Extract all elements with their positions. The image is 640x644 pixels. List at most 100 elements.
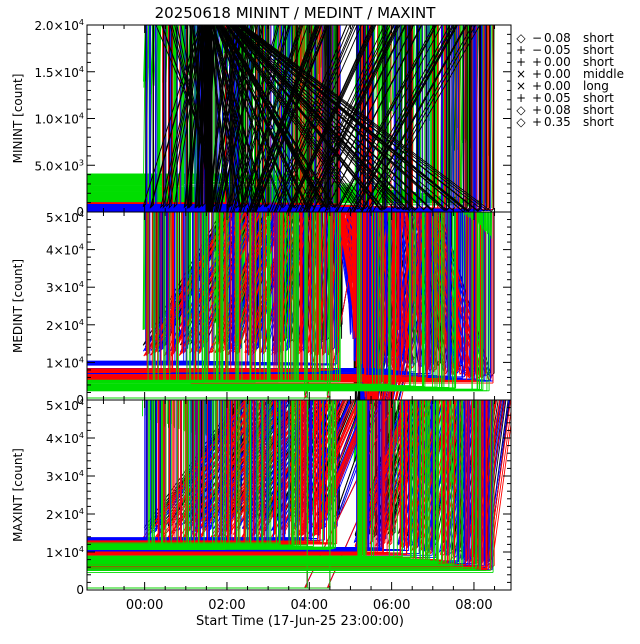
data-point	[178, 212, 252, 356]
data-point	[87, 400, 361, 558]
x-tick-label: 02:00	[208, 598, 245, 613]
data-point	[469, 400, 497, 561]
data-point	[243, 212, 343, 344]
data-point	[155, 400, 254, 538]
data-point	[226, 212, 351, 351]
data-point	[87, 400, 321, 542]
data-point	[302, 400, 363, 536]
data-point	[259, 212, 354, 355]
data-point	[183, 400, 265, 524]
data-point	[87, 212, 412, 387]
data-point	[375, 400, 420, 541]
legend-entry: ◇ +0.35 short	[516, 115, 614, 129]
data-point	[87, 212, 416, 387]
data-point	[71, 1, 152, 71]
legend-symbol: ×	[516, 67, 526, 81]
legend-symbol: +	[516, 91, 526, 105]
data-point	[459, 400, 489, 560]
y-tick-label: 4×104	[46, 431, 84, 446]
data-point	[150, 212, 231, 351]
legend-sign: +	[532, 55, 542, 69]
data-point	[208, 25, 427, 212]
data-point	[217, 400, 300, 538]
data-point	[380, 400, 426, 548]
chart-title: 20250618 MININT / MEDINT / MAXINT	[155, 4, 437, 22]
data-point	[87, 400, 281, 544]
legend-entry: ◇ −0.08 short	[516, 31, 614, 45]
chart-panels: 0 5.0×103 1.0×104 1.5×104 2.0×104 MININT [cou…	[11, 1, 512, 597]
data-point	[251, 400, 326, 537]
data-point	[179, 212, 251, 355]
y-tick-label: 0	[76, 393, 84, 407]
legend-label: short	[583, 43, 614, 57]
data-point	[87, 400, 412, 559]
data-point	[87, 25, 211, 178]
legend-entry: × +0.00 middle	[516, 67, 624, 81]
data-point	[241, 400, 313, 529]
data-point	[173, 212, 246, 353]
panel-minint: 0 5.0×103 1.0×104 1.5×104 2.0×104 MININT [cou…	[11, 1, 512, 219]
data-point	[87, 212, 247, 370]
data-point	[157, 212, 237, 353]
y-tick-label: 0	[76, 205, 84, 219]
data-point	[87, 400, 443, 563]
legend-value: 0.00	[544, 55, 571, 69]
data-point	[429, 400, 466, 556]
legend-sign: +	[532, 67, 542, 81]
data-point	[289, 400, 342, 517]
y-axis-label: MAXINT [count]	[11, 448, 25, 542]
data-point	[87, 400, 302, 543]
y-tick-label: 2×104	[46, 318, 84, 333]
data-point	[316, 400, 373, 536]
y-tick-label: 1×104	[46, 355, 84, 370]
data-point	[322, 212, 341, 341]
y-tick-label: 1.0×104	[34, 112, 84, 127]
legend-entry: + −0.05 short	[516, 43, 614, 57]
data-point	[327, 212, 355, 356]
data-point	[213, 400, 297, 537]
data-point	[87, 212, 289, 382]
x-axis-label: Start Time (17-Jun-25 23:00:00)	[196, 614, 404, 629]
data-point	[87, 400, 480, 570]
data-point	[460, 400, 490, 560]
data-point	[227, 212, 351, 351]
data-point	[87, 400, 166, 545]
data-point	[206, 25, 253, 212]
legend-label: long	[583, 79, 609, 93]
data-point	[369, 400, 417, 545]
data-point	[359, 212, 388, 387]
data-point	[162, 400, 260, 538]
data-point	[144, 212, 228, 352]
data-point	[365, 212, 391, 391]
legend-value: 0.00	[544, 79, 571, 93]
data-point	[87, 400, 439, 564]
data-point	[375, 400, 422, 547]
legend-label: short	[583, 55, 614, 69]
legend-label: short	[583, 31, 614, 45]
data-point	[209, 25, 464, 212]
data-point	[406, 400, 441, 538]
data-point	[87, 212, 428, 378]
data-point	[247, 212, 356, 356]
data-point	[87, 400, 167, 546]
y-tick-label: 5×104	[46, 210, 84, 225]
data-point	[272, 400, 337, 531]
y-tick-label: 2.0×104	[34, 18, 84, 33]
data-point	[387, 400, 430, 546]
data-point	[212, 400, 291, 530]
y-tick-label: 3×104	[46, 280, 84, 295]
data-point	[87, 400, 453, 566]
y-tick-label: 5×104	[46, 398, 84, 413]
data-point	[179, 212, 245, 346]
panel-maxint: 0 1×104 2×104 3×104 4×104 5×104 MAXINT [count]	[11, 398, 512, 597]
data-point	[87, 400, 427, 561]
data-point	[142, 212, 227, 352]
data-point	[298, 400, 360, 536]
legend-value: 0.05	[544, 43, 571, 57]
legend-sign: +	[532, 79, 542, 93]
data-point	[445, 400, 478, 557]
data-point	[360, 212, 365, 365]
data-point	[365, 212, 377, 377]
data-point	[355, 400, 405, 543]
data-point	[252, 400, 322, 531]
